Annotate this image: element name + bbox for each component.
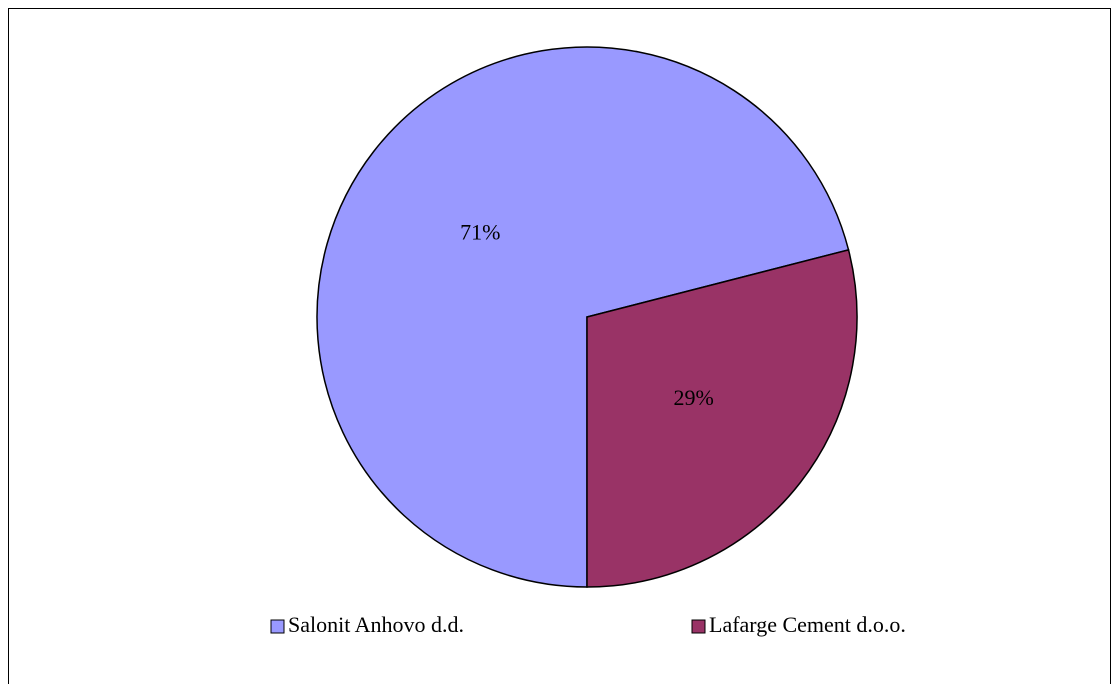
legend-label: Salonit Anhovo d.d. <box>288 612 464 637</box>
data-label: 29% <box>674 385 714 410</box>
legend-swatch <box>270 619 285 634</box>
pie-slice <box>586 248 858 588</box>
legend-swatch <box>691 619 706 634</box>
pie-slice <box>316 46 850 588</box>
chart-border <box>8 8 1111 684</box>
data-label: 71% <box>460 219 500 244</box>
legend-label: Lafarge Cement d.o.o. <box>709 612 906 637</box>
